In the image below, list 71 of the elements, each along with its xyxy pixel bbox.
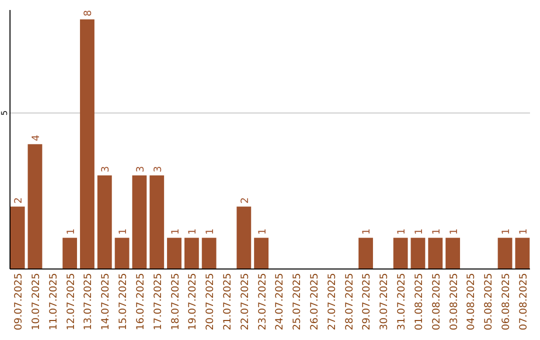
x-tick-label: 16.07.2025 (135, 273, 146, 330)
data-label: 1 (396, 228, 408, 235)
x-tick-label: 11.07.2025 (48, 273, 60, 330)
x-tick-label: 04.08.2025 (466, 273, 478, 330)
data-label: 4 (30, 134, 42, 142)
x-tick-label: 30.07.2025 (379, 273, 390, 330)
bar (515, 238, 530, 269)
data-label: 1 (362, 228, 373, 235)
data-label: 1 (118, 228, 130, 235)
x-tick-label: 15.07.2025 (118, 273, 130, 330)
bar (184, 238, 199, 269)
data-label: 1 (501, 228, 512, 235)
x-tick-label: 14.07.2025 (100, 273, 112, 330)
bar (254, 238, 269, 269)
bar (358, 238, 373, 269)
data-label: 3 (152, 166, 164, 172)
x-tick-label: 06.08.2025 (501, 273, 512, 330)
bar (393, 238, 408, 269)
x-tick-label: 28.07.2025 (344, 273, 356, 330)
bar (167, 238, 182, 269)
x-tick-label: 02.08.2025 (431, 273, 442, 330)
bar (114, 238, 130, 269)
bar (80, 19, 94, 269)
data-label: 1 (448, 228, 460, 235)
bar (410, 238, 426, 269)
data-label: 8 (83, 10, 94, 16)
bar (498, 238, 512, 269)
x-tick-label: 17.07.2025 (152, 273, 164, 330)
x-tick-label: 12.07.2025 (66, 273, 77, 330)
x-tick-label: 10.07.2025 (30, 273, 42, 330)
y-tick-label: 5 (0, 110, 9, 116)
x-tick-label: 26.07.2025 (310, 273, 321, 330)
data-label: 1 (257, 228, 268, 235)
x-tick-label: 20.07.2025 (205, 273, 216, 330)
x-tick-label: 23.07.2025 (257, 273, 268, 330)
x-tick-label: 05.08.2025 (484, 273, 495, 330)
x-tick-label: 07.08.2025 (518, 273, 530, 330)
x-tick-label: 25.07.2025 (292, 273, 304, 330)
data-label: 1 (170, 228, 182, 235)
x-tick-label: 24.07.2025 (274, 273, 286, 330)
bar (428, 238, 443, 269)
x-tick-label: 21.07.2025 (222, 273, 234, 330)
x-tick-label: 31.07.2025 (396, 273, 408, 330)
x-tick-label: 22.07.2025 (240, 273, 251, 330)
bar (10, 206, 25, 269)
bar (28, 144, 42, 269)
x-tick-label: 13.07.2025 (83, 273, 94, 330)
data-label: 1 (518, 228, 530, 235)
data-label: 2 (14, 197, 25, 204)
data-label: 3 (135, 166, 146, 172)
x-tick-label: 01.08.2025 (414, 273, 425, 330)
data-label: 1 (431, 228, 442, 235)
bar (132, 175, 147, 269)
x-tick-label: 03.08.2025 (448, 273, 460, 330)
bar (236, 206, 252, 269)
x-tick-label: 18.07.2025 (170, 273, 182, 330)
bar (150, 175, 164, 269)
data-label: 1 (66, 228, 77, 235)
x-tick-label: 29.07.2025 (362, 273, 373, 330)
x-tick-label: 09.07.2025 (14, 273, 25, 330)
data-label: 2 (240, 197, 251, 204)
data-label: 1 (414, 228, 425, 235)
x-tick-label: 27.07.2025 (326, 273, 338, 330)
data-label: 1 (205, 228, 216, 235)
bar (97, 175, 112, 269)
data-label: 1 (188, 228, 199, 235)
bar (202, 238, 216, 269)
bar (446, 238, 460, 269)
data-label: 3 (100, 166, 112, 172)
bar (62, 238, 78, 269)
x-tick-label: 19.07.2025 (188, 273, 199, 330)
